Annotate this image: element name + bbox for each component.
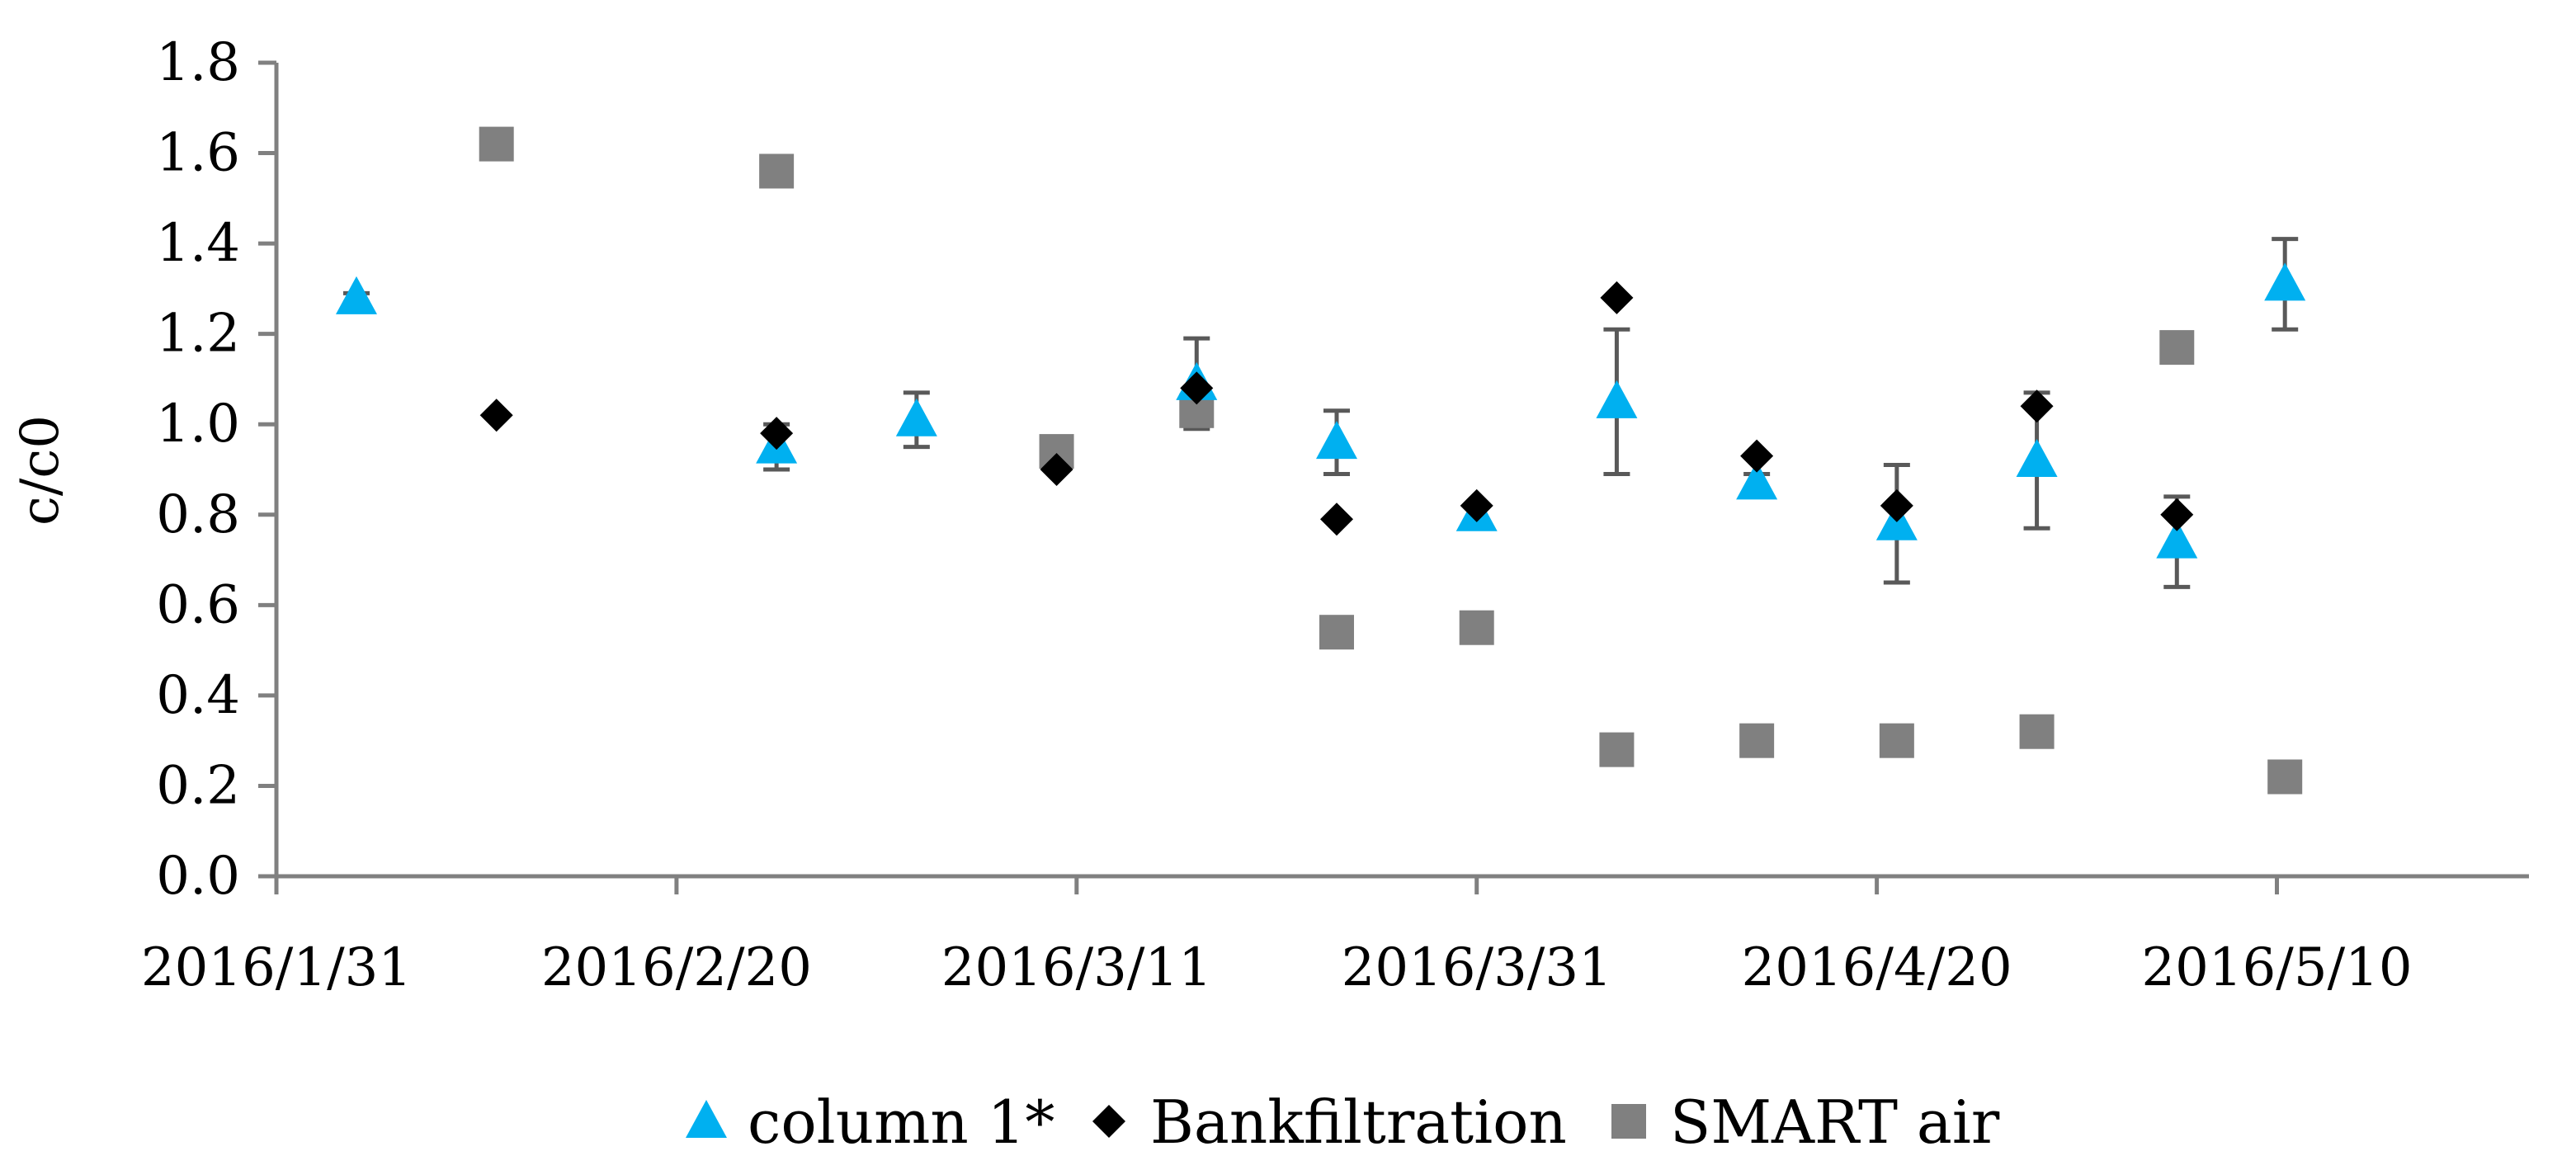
smart-air-point [479,126,514,162]
smart-air-point [1739,723,1775,758]
column-1-point [1596,380,1638,418]
y-tick-label: 1.8 [156,32,240,93]
column-1-point [335,276,377,314]
y-tick-label: 0.6 [156,574,240,635]
legend-label-bankfiltration: Bankfiltration [1150,1087,1567,1157]
bankfiltration-point [2020,389,2054,423]
smart-air-point [1459,610,1494,645]
smart-air-point [2159,330,2195,366]
column-1-point [895,398,937,436]
bankfiltration-point [479,399,513,432]
smart-air-point [1319,615,1354,650]
legend-label-column-1: column 1* [748,1087,1054,1157]
x-tick-label: 2016/3/11 [941,937,1212,998]
y-tick-label: 1.6 [156,123,240,184]
x-tick-label: 2016/4/20 [1742,937,2012,998]
column-1-point [1315,421,1357,460]
column-1-point [2016,439,2058,478]
legend: column 1* Bankfiltration SMART air [686,1087,2000,1157]
y-tick-label: 0.4 [156,665,240,726]
x-tick-label: 2016/5/10 [2141,937,2412,998]
x-tick-label: 2016/1/31 [141,937,412,998]
bankfiltration-point [760,417,794,451]
data-points [335,126,2306,795]
smart-air-point [2267,759,2303,795]
y-tick-label: 1.2 [156,304,240,365]
legend-marker-bankfiltration [1092,1105,1125,1138]
bankfiltration-point [1180,371,1214,405]
legend-item-bankfiltration: Bankfiltration [1092,1087,1567,1157]
legend-marker-column-1 [686,1100,727,1138]
bankfiltration-point [1880,488,1913,522]
legend-label-smart-air: SMART air [1670,1087,2000,1157]
y-tick-label: 0.0 [156,846,240,907]
bankfiltration-point [1319,502,1353,536]
smart-air-point [1599,732,1635,767]
column-1-point [1736,461,1778,500]
legend-item-column-1: column 1* [686,1087,1054,1157]
x-tick-label: 2016/2/20 [541,937,812,998]
bankfiltration-point [1460,488,1493,522]
y-tick-label: 0.2 [156,755,240,816]
bankfiltration-point [1740,439,1774,473]
x-tick-label: 2016/3/31 [1342,937,1612,998]
column-1-point [2156,520,2198,559]
smart-air-point [2019,714,2055,749]
y-axis-title: c/c0 [10,415,71,526]
error-bars [342,237,2299,589]
bankfiltration-point [2160,498,2194,531]
smart-air-point [759,153,795,189]
legend-item-smart-air: SMART air [1611,1087,2000,1157]
bankfiltration-point [1040,453,1073,486]
smart-air-point [1879,723,1914,758]
column-1-point [2264,262,2306,301]
bankfiltration-point [1600,281,1634,314]
y-tick-label: 0.8 [156,484,240,545]
y-tick-label: 1.4 [156,213,240,274]
axes: 0.0 0.2 0.4 0.6 0.8 1.0 1.2 1.4 1.6 1.8 2016/1/31 2… [141,32,2529,998]
legend-marker-smart-air [1611,1104,1646,1139]
y-tick-label: 1.0 [156,394,240,455]
